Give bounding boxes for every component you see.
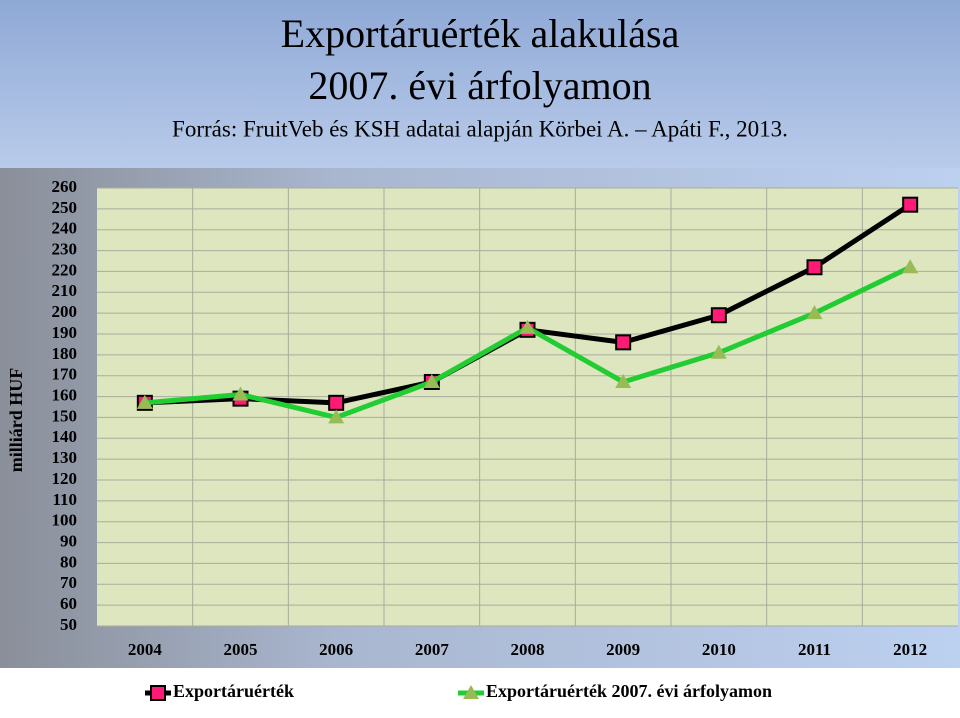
marker [519, 319, 536, 334]
x-tick-label: 2009 [606, 640, 640, 659]
y-tick-label: 240 [52, 219, 78, 238]
legend-marker [463, 685, 479, 699]
x-tick-label: 2006 [319, 640, 353, 659]
marker [615, 334, 632, 351]
marker [136, 394, 153, 409]
x-tick-label: 2005 [224, 640, 258, 659]
y-tick-label: 250 [52, 198, 78, 217]
x-tick-label: 2007 [415, 640, 450, 659]
y-tick-label: 170 [52, 365, 78, 384]
y-tick-label: 180 [52, 344, 78, 363]
marker [902, 196, 919, 213]
y-tick-label: 120 [52, 469, 78, 488]
y-tick-label: 210 [52, 281, 78, 300]
y-tick-label: 110 [52, 490, 77, 509]
marker [902, 259, 919, 274]
y-tick-label: 130 [52, 448, 78, 467]
marker [710, 307, 727, 324]
marker [328, 409, 345, 424]
x-tick-label: 2010 [702, 640, 736, 659]
chart-subtitle: 2007. évi árfolyamon [308, 63, 651, 108]
y-tick-label: 100 [52, 511, 78, 530]
marker [328, 394, 345, 411]
x-tick-label: 2008 [511, 640, 545, 659]
y-tick-label: 90 [60, 531, 77, 550]
y-tick-label: 160 [52, 385, 78, 404]
y-tick-label: 200 [52, 302, 78, 321]
y-tick-label: 260 [52, 177, 78, 196]
marker [806, 259, 823, 276]
y-tick-label: 150 [52, 406, 78, 425]
y-tick-label: 50 [60, 615, 77, 634]
y-tick-label: 70 [60, 573, 77, 592]
marker [710, 344, 727, 359]
chart-title: Exportáruérték alakulása [281, 11, 680, 56]
header [0, 0, 960, 168]
x-tick-label: 2004 [128, 640, 163, 659]
y-tick-label: 190 [52, 323, 78, 342]
plot-area [97, 188, 958, 626]
x-tick-label: 2011 [798, 640, 831, 659]
legend-marker [150, 685, 166, 701]
y-axis-label: milliárd HUF [6, 368, 26, 473]
legend-label: Exportáruérték 2007. évi árfolyamon [486, 681, 772, 701]
y-tick-label: 140 [52, 427, 78, 446]
marker [615, 373, 632, 388]
marker [232, 386, 249, 401]
source: Forrás: FruitVeb és KSH adatai alapján K… [172, 116, 788, 141]
y-tick-label: 80 [60, 552, 77, 571]
marker [423, 373, 440, 388]
y-tick-label: 230 [52, 239, 78, 258]
y-tick-label: 220 [52, 260, 78, 279]
legend-label: Exportáruérték [173, 681, 294, 701]
x-tick-label: 2012 [893, 640, 927, 659]
y-tick-label: 60 [60, 594, 77, 613]
marker [806, 305, 823, 320]
